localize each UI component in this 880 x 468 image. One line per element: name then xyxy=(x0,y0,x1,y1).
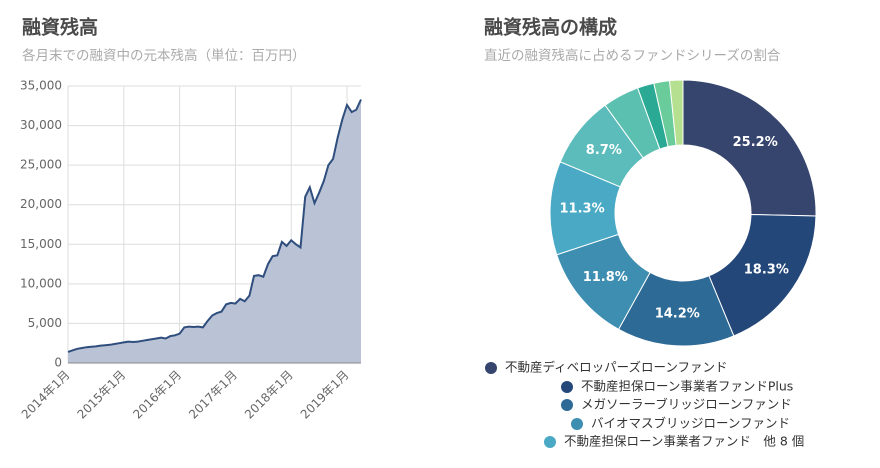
slice xyxy=(682,79,817,217)
x-tick-label: 2017年1月 xyxy=(186,368,240,422)
chart-title: 融資残高の構成 xyxy=(484,16,617,39)
legend-marker xyxy=(485,362,497,374)
line xyxy=(67,99,362,353)
legend-label: メガソーラーブリッジローンファンド xyxy=(581,397,792,412)
y-tick-label: 10,000 xyxy=(20,276,62,290)
x-tick-label: 2018年1月 xyxy=(242,368,296,422)
chart-subtitle: 直近の融資残高に占めるファンドシリーズの割合 xyxy=(484,47,781,64)
chart-title: 融資残高 xyxy=(22,16,98,39)
legend-label: バイオマスブリッジローンファンド xyxy=(591,416,790,431)
legend-marker xyxy=(561,381,573,393)
y-tick-label: 30,000 xyxy=(20,118,62,132)
slice xyxy=(669,79,684,146)
y-tick-label: 25,000 xyxy=(20,158,62,172)
x-tick-label: 2019年1月 xyxy=(298,368,352,422)
y-tick-label: 20,000 xyxy=(20,197,62,211)
slice-label: 8.7% xyxy=(586,143,622,158)
y-tick-label: 5,000 xyxy=(28,316,62,330)
legend-label: 不動産担保ローン事業者ファンドPlus xyxy=(581,379,793,394)
legend-label: 不動産担保ローン事業者ファンド 他 8 個 xyxy=(564,434,804,449)
y-tick-label: 35,000 xyxy=(20,79,62,93)
slice-label: 25.2% xyxy=(733,135,778,150)
chart-subtitle: 各月末での融資中の元本残高（単位：百万円） xyxy=(22,47,306,64)
x-tick-label: 2016年1月 xyxy=(130,368,184,422)
legend-marker xyxy=(544,436,556,448)
legend-marker xyxy=(561,399,573,411)
legend-label: 不動産ディベロッパーズローンファンド xyxy=(505,360,728,375)
x-tick-label: 2015年1月 xyxy=(75,368,129,422)
slice-label: 14.2% xyxy=(655,306,700,321)
slice xyxy=(708,213,817,337)
legend-marker xyxy=(571,418,583,430)
slice-label: 11.8% xyxy=(583,270,628,285)
slice-label: 11.3% xyxy=(560,202,605,217)
y-tick-label: 0 xyxy=(54,356,62,370)
y-tick-label: 15,000 xyxy=(20,237,62,251)
x-tick-label: 2014年1月 xyxy=(19,368,73,422)
slice-label: 18.3% xyxy=(744,263,789,278)
area xyxy=(68,99,361,363)
